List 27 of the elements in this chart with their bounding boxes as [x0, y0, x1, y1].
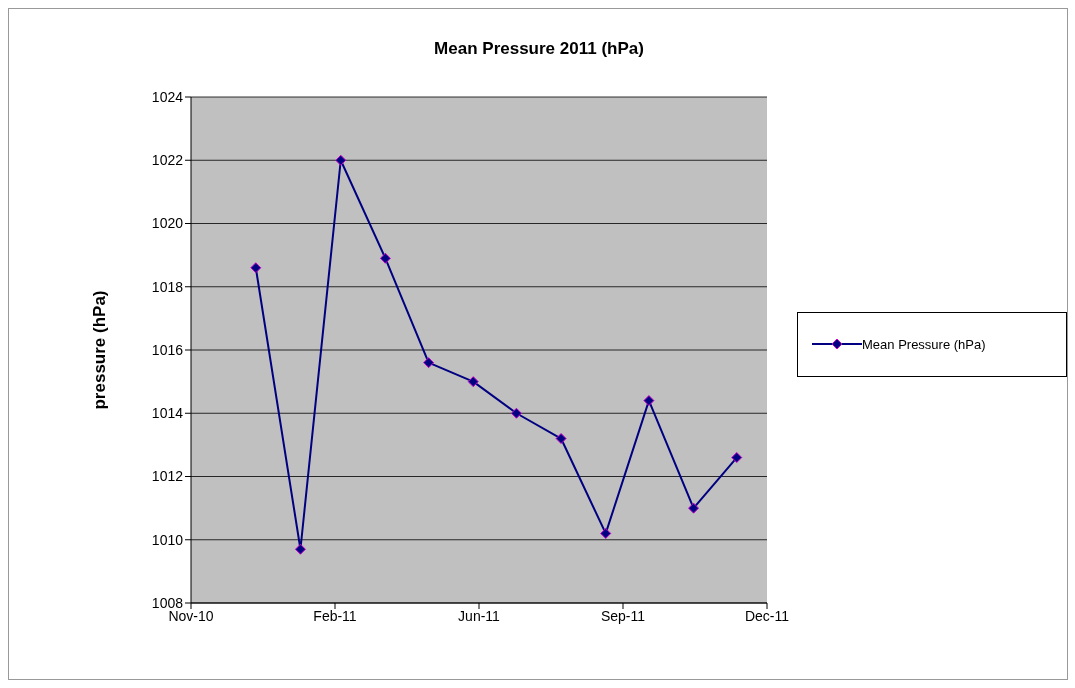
y-tick-label: 1016 — [151, 341, 184, 358]
y-tick-label: 1020 — [151, 215, 184, 232]
point — [510, 407, 522, 419]
point — [643, 395, 655, 407]
point — [423, 357, 435, 369]
point — [294, 543, 306, 555]
point — [250, 262, 262, 274]
point — [379, 252, 391, 264]
x-tick-label: Sep-11 — [600, 607, 646, 624]
point — [467, 376, 479, 388]
x-tick-label: Dec-11 — [744, 607, 790, 624]
y-tick-label: 1014 — [151, 405, 184, 422]
point — [688, 502, 700, 514]
point — [731, 452, 743, 464]
x-tick-label: Feb-11 — [313, 607, 357, 624]
legend-label: Mean Pressure (hPa) — [862, 336, 986, 352]
y-tick-label: 1012 — [151, 468, 184, 485]
y-tick-label: 1018 — [151, 278, 184, 295]
y-tick-label: 1022 — [151, 152, 184, 169]
y-tick-label: 1010 — [151, 531, 184, 548]
x-tick-label: Jun-11 — [458, 607, 501, 624]
y-tick-label: 1024 — [151, 88, 184, 105]
chart-title: Mean Pressure 2011 (hPa) — [433, 39, 645, 59]
y-axis-title: pressure (hPa) — [90, 290, 110, 410]
point — [600, 527, 612, 539]
point — [335, 154, 347, 166]
point — [555, 433, 567, 445]
